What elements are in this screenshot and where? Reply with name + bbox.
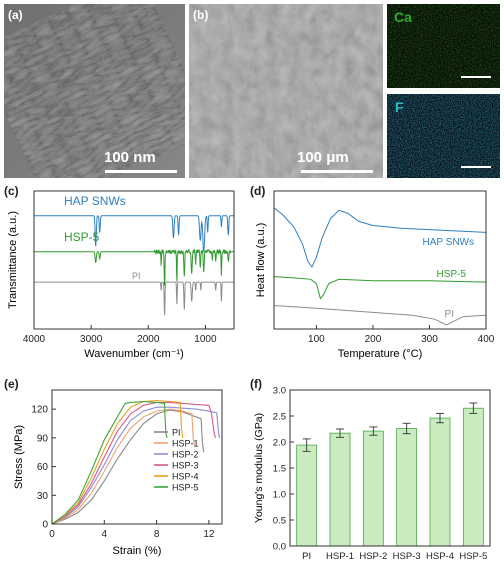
- panel-label-b: (b): [193, 8, 209, 22]
- modulus-x-tick-label: HSP-1: [326, 551, 354, 562]
- modulus-x-tick-label: HSP-4: [426, 551, 454, 562]
- ftir-series-label-0: HAP SNWs: [64, 194, 126, 208]
- stress-x-tick-label: 0: [49, 529, 55, 540]
- modulus-y-tick-label: 2.5: [273, 412, 286, 423]
- f-map-panel: F: [387, 94, 500, 178]
- stress-series-line-0: [51, 409, 205, 525]
- dsc-chart: HAP SNWs HSP-5 PI 100 200 300 400 Temperature…: [255, 190, 495, 360]
- scale-label-b: 100 μm: [297, 149, 349, 166]
- f-map-label: F: [395, 99, 404, 115]
- f-map-image: [387, 94, 500, 178]
- modulus-x-tick-label: HSP-3: [393, 551, 421, 562]
- ftir-series-line-0: [34, 215, 234, 252]
- stress-series-line-4: [51, 399, 184, 525]
- modulus-y-tick-label: 3.0: [273, 386, 286, 397]
- ca-map-image: [387, 4, 500, 88]
- panel-label-f: (f): [250, 377, 262, 391]
- ftir-chart: HAP SNWs HSP-5 PI 4000 3000 2000 1000 Wavenum…: [7, 190, 235, 360]
- modulus-bar: [296, 444, 318, 547]
- tem-image-panel: (a) 100 nm: [4, 4, 185, 178]
- stress-x-tick-label: 4: [102, 529, 108, 540]
- stress-plot-frame: [51, 389, 223, 525]
- modulus-y-axis-label: Young's modulus (GPa): [253, 413, 265, 523]
- panel-label-c: (c): [4, 184, 19, 198]
- stress-legend-label-3: HSP-3: [172, 461, 199, 471]
- dsc-x-tick-label: 100: [308, 334, 325, 345]
- modulus-plot-frame: [289, 389, 491, 547]
- stress-x-tick-label: 12: [203, 529, 215, 540]
- stress-legend-label-5: HSP-5: [172, 483, 199, 493]
- modulus-bar: [362, 430, 384, 547]
- scale-label-a: 100 nm: [104, 149, 156, 166]
- panel-label-d: (d): [250, 184, 266, 198]
- ftir-series-line-2: [34, 281, 234, 316]
- scale-bar-b: [301, 170, 373, 173]
- ftir-series-label-2: PI: [132, 271, 141, 281]
- panel-label-a: (a): [8, 8, 23, 22]
- stress-legend-label-2: HSP-2: [172, 450, 199, 460]
- dsc-series-line-0: [273, 207, 487, 268]
- scale-bar-a: [105, 170, 177, 173]
- ftir-x-tick-label: 4000: [23, 334, 46, 345]
- ftir-x-axis-label: Wavenumber (cm⁻¹): [84, 348, 184, 360]
- stress-series-line-5: [51, 400, 168, 525]
- stress-legend-label-0: PI: [172, 428, 181, 438]
- stress-y-tick-label: 120: [31, 405, 48, 416]
- ftir-series-line-1: [34, 248, 234, 286]
- dsc-series-label-2: PI: [445, 309, 454, 320]
- dsc-plot-frame: [273, 190, 487, 330]
- modulus-y-tick-label: 1.5: [273, 464, 286, 475]
- stress-y-tick-label: 30: [37, 491, 49, 502]
- modulus-bar: [429, 417, 451, 547]
- panel-label-e: (e): [4, 377, 19, 391]
- dsc-series-label-0: HAP SNWs: [423, 237, 475, 248]
- stress-series-line-3: [51, 401, 217, 525]
- ftir-x-tick-label: 3000: [80, 334, 103, 345]
- dsc-series-line-1: [273, 276, 487, 300]
- ftir-y-axis-label: Transmittance (a.u.): [7, 211, 19, 309]
- stress-legend-label-1: HSP-1: [172, 439, 199, 449]
- dsc-x-tick-label: 200: [365, 334, 382, 345]
- ca-map-label: Ca: [394, 9, 412, 25]
- modulus-y-tick-label: 1.0: [273, 490, 286, 501]
- modulus-y-tick-label: 2.0: [273, 438, 286, 449]
- scale-bar-ca: [461, 76, 491, 78]
- modulus-bar: [396, 428, 418, 547]
- dsc-x-axis-label: Temperature (°C): [338, 348, 422, 360]
- modulus-bar: [462, 407, 484, 547]
- stress-y-axis-label: Stress (MPa): [13, 425, 25, 489]
- ftir-plot-frame: [33, 190, 235, 330]
- modulus-x-tick-label: HSP-5: [459, 551, 487, 562]
- dsc-series-line-2: [273, 305, 487, 326]
- scale-bar-f: [461, 166, 491, 168]
- stress-x-axis-label: Strain (%): [113, 545, 162, 557]
- ca-map-panel: Ca: [387, 4, 500, 88]
- sem-image-panel: (b) 100 μm: [189, 4, 383, 178]
- stress-legend-label-4: HSP-4: [172, 472, 199, 482]
- stress-y-tick-label: 60: [37, 462, 49, 473]
- dsc-x-tick-label: 300: [421, 334, 438, 345]
- dsc-y-axis-label: Heat flow (a.u.): [255, 223, 267, 298]
- stress-series-line-1: [51, 408, 196, 525]
- modulus-y-tick-label: 0.0: [273, 542, 286, 553]
- modulus-x-tick-label: HSP-2: [359, 551, 387, 562]
- dsc-series-label-1: HSP-5: [437, 269, 467, 280]
- modulus-y-tick-label: 0.5: [273, 516, 286, 527]
- tem-image: [4, 4, 185, 178]
- ftir-series-label-1: HSP-5: [64, 230, 100, 244]
- ftir-x-tick-label: 1000: [194, 334, 217, 345]
- stress-y-tick-label: 0: [42, 520, 48, 531]
- sem-image: [189, 4, 383, 178]
- stress-y-tick-label: 90: [37, 433, 49, 444]
- modulus-x-tick-label: PI: [302, 551, 311, 562]
- dsc-x-tick-label: 400: [478, 334, 495, 345]
- stress-x-tick-label: 8: [154, 529, 160, 540]
- stress-series-line-2: [51, 406, 220, 525]
- ftir-x-tick-label: 2000: [137, 334, 160, 345]
- modulus-bar-chart: PI HSP-1 HSP-2 HSP-3 HSP-4 HSP-5 0.0 0.5 1.0 1.5…: [253, 386, 491, 562]
- modulus-bar: [329, 432, 351, 547]
